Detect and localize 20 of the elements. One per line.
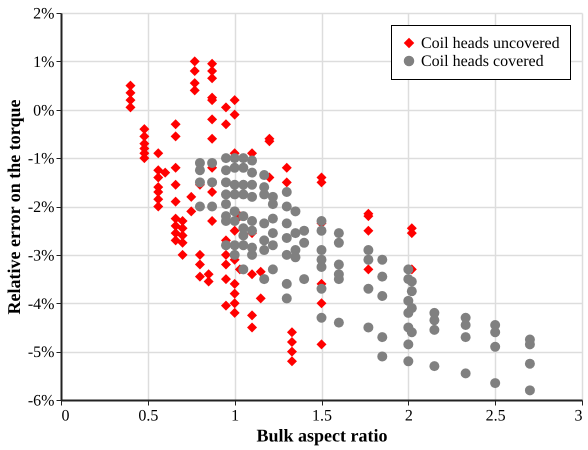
- x-tick-label: 2: [404, 408, 413, 424]
- y-tick-label: -3%: [28, 247, 54, 264]
- y-tick-label: -6%: [28, 392, 54, 410]
- y-tick-label: -5%: [28, 344, 54, 362]
- x-tick-label: 1.5: [312, 408, 332, 424]
- y-tick-label: -4%: [28, 296, 54, 313]
- legend-label: Coil heads covered: [421, 53, 544, 70]
- x-tick-label: 0: [62, 408, 70, 424]
- x-tick-label: 1: [231, 408, 240, 424]
- y-axis-title: Relative error on the torque: [4, 100, 24, 314]
- y-tick-label: 1%: [33, 54, 54, 71]
- x-axis-title: Bulk aspect ratio: [256, 426, 388, 446]
- y-tick-label: -2%: [28, 199, 54, 216]
- y-tick-label: 2%: [33, 6, 54, 22]
- x-tick-label: 3: [574, 408, 582, 424]
- x-tick-label: 0.5: [138, 408, 158, 424]
- y-tick-label: 0%: [33, 102, 54, 120]
- x-tick-label: 2.5: [486, 408, 506, 424]
- y-tick-label: -1%: [28, 150, 54, 168]
- legend-label: Coil heads uncovered: [421, 35, 560, 52]
